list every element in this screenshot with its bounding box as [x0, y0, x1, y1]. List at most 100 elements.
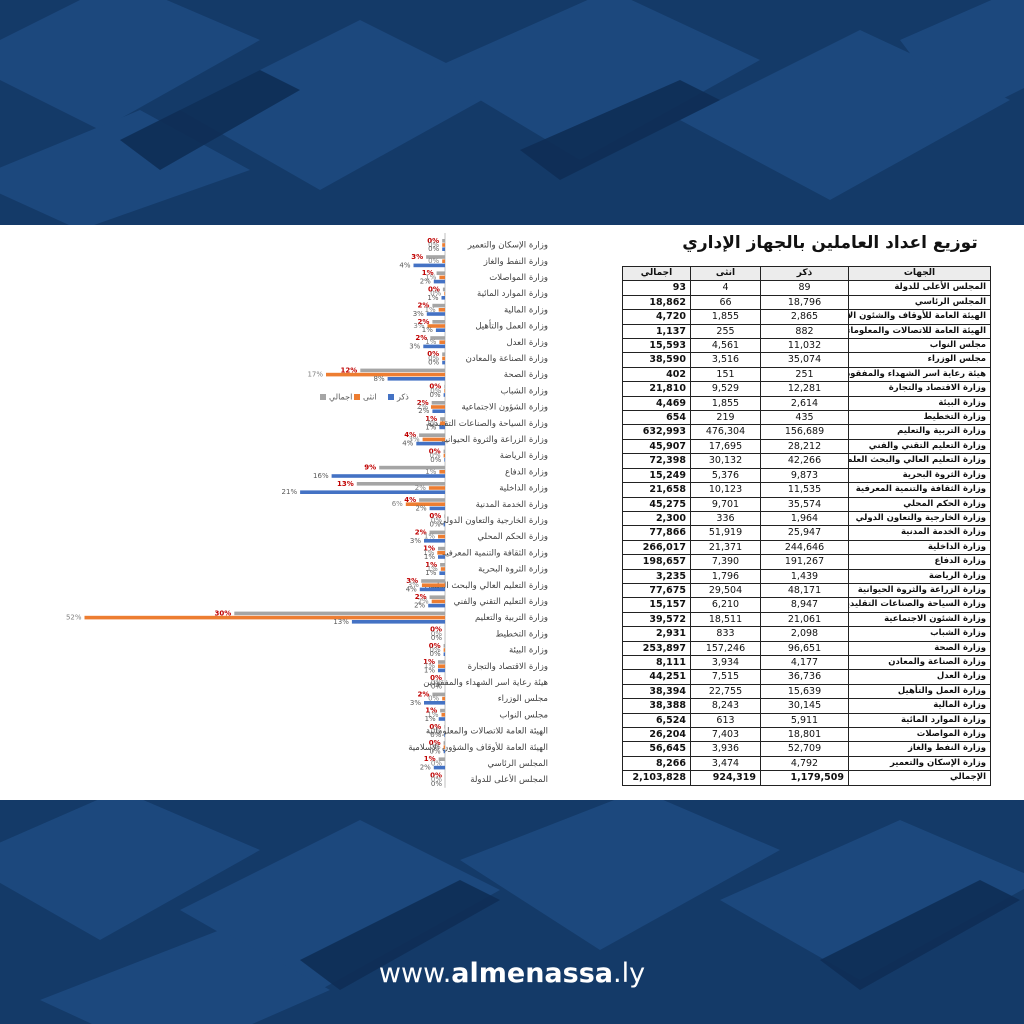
table-row: وزارة الخدمة المدنية 25,947 51,919 77,866: [622, 525, 991, 541]
entity-cell: وزارة التربية والتعليم: [848, 424, 991, 440]
number-cell: 21,658: [622, 482, 691, 498]
category-label: وزارة النفط والغاز: [483, 257, 548, 267]
bar: [432, 692, 445, 697]
entity-cell: وزارة البيئة: [848, 395, 991, 412]
entity-cell: وزارة الشئون الاجتماعية: [848, 611, 991, 628]
value-label: 0%: [431, 759, 442, 767]
value-label: 3%: [410, 537, 421, 545]
number-cell: 51,919: [690, 525, 761, 541]
number-cell: 39,572: [622, 611, 691, 628]
number-cell: 1,855: [690, 309, 761, 325]
value-label: 3%: [408, 581, 419, 589]
number-cell: 1,964: [760, 510, 849, 527]
table-row: وزارة المواصلات 18,801 7,403 26,204: [622, 726, 991, 743]
bar: [428, 603, 445, 608]
number-cell: 244,646: [760, 539, 849, 556]
category-label: وزارة الإسكان والتعمير: [467, 241, 548, 251]
number-cell: 6,210: [690, 597, 761, 613]
bar: [424, 701, 445, 705]
value-label: 1%: [425, 415, 437, 423]
value-label: 2%: [420, 764, 431, 772]
table-row: وزارة الرياضة 1,439 1,796 3,235: [622, 568, 991, 584]
bar: [438, 757, 445, 761]
header-cell: ذكر: [760, 265, 849, 282]
table-row: وزارة التعليم العالي والبحث العلمي 42,266…: [622, 453, 991, 469]
number-cell: 3,936: [690, 741, 761, 757]
number-cell: 38,388: [622, 698, 691, 714]
value-label: 0%: [430, 290, 441, 298]
bar: [387, 377, 445, 381]
header-cell: الجهات: [848, 265, 991, 282]
entity-cell: وزارة الزراعة والثروة الحيوانية: [848, 582, 991, 599]
bar: [442, 356, 445, 361]
number-cell: 21,061: [760, 611, 849, 628]
value-label: 4%: [402, 440, 413, 448]
table-row: وزارة التربية والتعليم 156,689 476,304 632,…: [622, 424, 991, 440]
bar: [351, 620, 445, 624]
category-label: هيئة رعاية اسر الشهداء والمفقودين: [423, 678, 548, 688]
value-label: 2%: [418, 597, 429, 605]
bar: [438, 668, 445, 673]
value-label: 12%: [341, 366, 358, 374]
bar: [442, 247, 445, 251]
bar: [444, 389, 445, 393]
value-label: 0%: [428, 257, 439, 265]
number-cell: 42,266: [760, 453, 849, 469]
legend-label: انثى: [363, 393, 377, 402]
number-cell: 882: [760, 323, 849, 340]
value-label: 0%: [429, 391, 440, 399]
value-label: 1%: [425, 273, 436, 281]
bar: [443, 652, 445, 656]
table-row: المجلس الرئاسي 18,796 66 18,862: [622, 294, 991, 311]
category-label: وزارة الخارجية والتعاون الدولي: [439, 516, 548, 526]
table-row: وزارة التخطيط 435 219 654: [622, 410, 991, 426]
bar: [438, 664, 445, 668]
value-label: 0%: [431, 776, 442, 784]
number-cell: 156,689: [760, 424, 849, 440]
number-cell: 15,157: [622, 597, 691, 613]
number-cell: 10,123: [690, 482, 761, 498]
bar: [444, 733, 445, 737]
entity-cell: المجلس الرئاسي: [848, 294, 991, 311]
value-label: 3%: [413, 310, 424, 318]
number-cell: 8,111: [622, 654, 691, 671]
number-cell: 3,474: [690, 755, 761, 772]
entity-cell: وزارة السياحة والصناعات التقليدية: [848, 597, 991, 613]
number-cell: 255: [690, 323, 761, 340]
entity-cell: وزارة الحكم المحلي: [848, 496, 991, 512]
entity-cell: وزارة الثروة البحرية: [848, 467, 991, 484]
category-label: وزارة التربية والتعليم: [475, 613, 548, 623]
value-label: 0%: [429, 650, 440, 658]
number-cell: 632,993: [622, 424, 691, 440]
bar: [444, 514, 445, 518]
bar: [444, 725, 445, 729]
value-label: 1%: [422, 269, 434, 277]
bar: [438, 308, 445, 312]
value-label: 3%: [413, 322, 424, 330]
number-cell: 8,266: [622, 755, 691, 772]
number-cell: 22,755: [690, 683, 761, 700]
bar: [234, 611, 445, 616]
bar: [433, 279, 445, 284]
category-label: وزارة التخطيط: [496, 629, 548, 639]
number-cell: 26,204: [622, 726, 691, 743]
bar: [442, 352, 445, 356]
number-cell: 613: [690, 712, 761, 729]
category-label: مجلس الوزراء: [498, 694, 548, 704]
number-cell: 18,511: [690, 611, 761, 628]
bar: [429, 506, 445, 511]
number-cell: 15,639: [760, 683, 849, 700]
number-cell: 2,865: [760, 309, 849, 325]
value-label: 2%: [418, 302, 430, 310]
bar: [356, 482, 445, 486]
bar: [331, 474, 445, 478]
number-cell: 56,645: [622, 741, 691, 757]
value-label: 0%: [431, 727, 442, 735]
number-cell: 253,897: [622, 640, 691, 656]
number-cell: 435: [760, 410, 849, 426]
bar: [441, 713, 445, 717]
bar: [430, 336, 445, 340]
value-label: 0%: [429, 383, 441, 391]
category-label: وزارة المالية: [504, 305, 548, 315]
